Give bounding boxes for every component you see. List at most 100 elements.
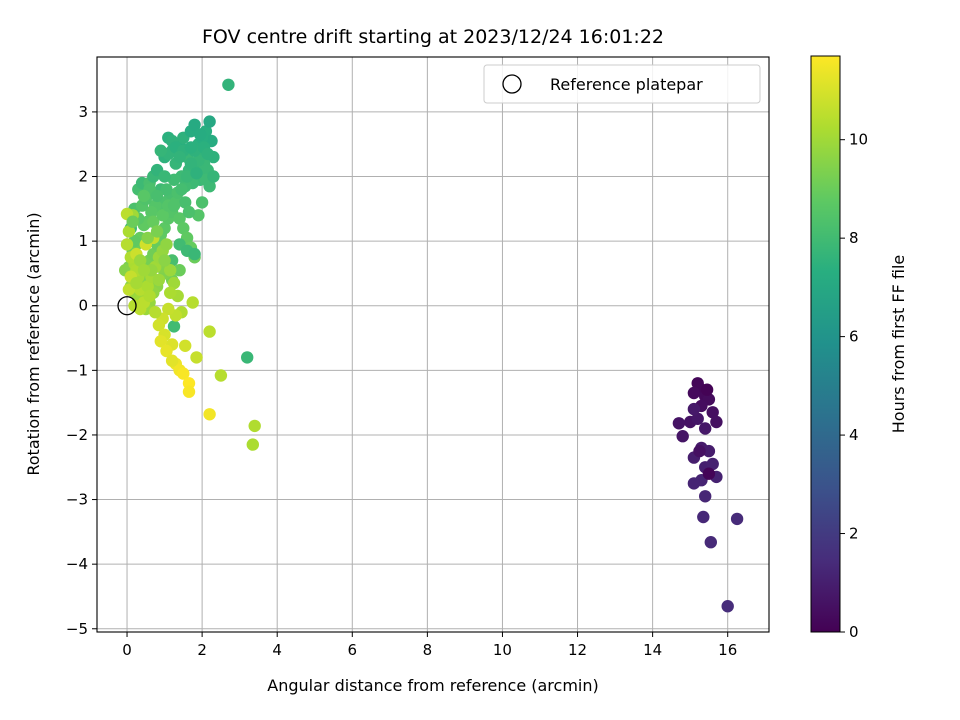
data-point bbox=[179, 196, 192, 209]
data-point bbox=[203, 115, 216, 128]
data-point bbox=[143, 289, 156, 303]
data-point bbox=[691, 412, 704, 425]
colorbar-title: Hours from first FF file bbox=[889, 255, 908, 434]
data-point bbox=[687, 402, 701, 416]
colorbar-tick-label: 8 bbox=[849, 229, 859, 247]
x-axis-ticks: 0 2 4 6 8 10 12 14 16 bbox=[122, 632, 737, 659]
chart-title: FOV centre drift starting at 2023/12/24 … bbox=[202, 26, 664, 48]
data-point bbox=[149, 306, 162, 319]
data-point bbox=[246, 438, 259, 451]
data-point bbox=[130, 276, 143, 290]
y-tick-label: −4 bbox=[66, 555, 88, 573]
data-point bbox=[190, 167, 203, 180]
data-point bbox=[706, 406, 719, 419]
data-point bbox=[167, 199, 181, 212]
data-point bbox=[194, 128, 207, 141]
data-point bbox=[134, 302, 147, 316]
data-point bbox=[173, 212, 186, 225]
data-point bbox=[182, 205, 196, 219]
data-point bbox=[167, 173, 181, 186]
data-point bbox=[177, 222, 190, 235]
legend-marker bbox=[502, 74, 522, 94]
data-point bbox=[248, 419, 261, 433]
data-point bbox=[137, 264, 151, 277]
data-point bbox=[203, 325, 216, 338]
data-point bbox=[699, 422, 712, 435]
data-point bbox=[154, 144, 167, 157]
data-point bbox=[173, 264, 186, 277]
data-point bbox=[214, 369, 228, 382]
colorbar-tick-label: 4 bbox=[849, 426, 859, 444]
data-point bbox=[706, 457, 719, 471]
data-point bbox=[702, 467, 716, 480]
data-point bbox=[687, 386, 701, 400]
y-tick-label: 3 bbox=[78, 103, 88, 121]
data-points bbox=[119, 78, 744, 613]
y-axis-ticks: 3 2 1 0 −1 −2 −3 −4 −5 bbox=[66, 103, 97, 638]
data-point bbox=[164, 264, 177, 277]
reference-platepar-point bbox=[117, 296, 137, 316]
y-tick-label: 1 bbox=[78, 232, 88, 250]
y-tick-label: −1 bbox=[66, 361, 88, 379]
grid-lines bbox=[97, 57, 769, 632]
data-point bbox=[152, 273, 166, 287]
colorbar-tick-label: 2 bbox=[849, 525, 859, 543]
data-point bbox=[158, 170, 171, 183]
data-point bbox=[730, 512, 744, 526]
data-point bbox=[192, 209, 205, 222]
data-point bbox=[180, 170, 194, 183]
colorbar-tick-label: 10 bbox=[849, 131, 868, 149]
data-point bbox=[150, 225, 164, 238]
data-point bbox=[147, 215, 160, 228]
data-point bbox=[184, 157, 198, 170]
data-point bbox=[141, 231, 154, 245]
data-point bbox=[188, 118, 201, 131]
colorbar-ticks: 0 2 4 6 8 10 bbox=[840, 131, 868, 641]
data-point bbox=[154, 335, 167, 348]
x-axis-title: Angular distance from reference (arcmin) bbox=[267, 676, 598, 695]
data-point bbox=[179, 339, 192, 352]
data-point bbox=[120, 238, 134, 251]
data-point bbox=[710, 415, 723, 429]
x-tick-label: 4 bbox=[272, 641, 282, 659]
data-point bbox=[177, 367, 190, 380]
data-point bbox=[173, 150, 186, 164]
data-point bbox=[186, 296, 199, 309]
y-tick-label: 0 bbox=[78, 297, 88, 315]
colorbar-tick-label: 0 bbox=[849, 623, 859, 641]
colorbar-gradient bbox=[810, 55, 841, 633]
legend-box bbox=[483, 64, 761, 104]
x-tick-label: 10 bbox=[493, 641, 512, 659]
data-point bbox=[165, 354, 179, 367]
data-point bbox=[203, 408, 216, 421]
colorbar: 0 2 4 6 8 10 Hours from first FF file bbox=[810, 55, 908, 641]
data-point bbox=[164, 286, 177, 299]
data-point bbox=[241, 351, 254, 364]
data-point bbox=[160, 344, 173, 358]
data-point bbox=[700, 383, 714, 396]
x-tick-label: 6 bbox=[348, 641, 358, 659]
x-tick-label: 2 bbox=[197, 641, 207, 659]
x-tick-label: 12 bbox=[568, 641, 587, 659]
data-point bbox=[150, 189, 164, 203]
data-point bbox=[188, 247, 201, 261]
data-point bbox=[702, 444, 716, 458]
data-point bbox=[152, 318, 166, 332]
x-tick-label: 0 bbox=[122, 641, 132, 659]
data-point bbox=[697, 510, 710, 524]
data-point bbox=[184, 141, 198, 154]
y-tick-label: −2 bbox=[66, 426, 88, 444]
y-tick-label: 2 bbox=[78, 168, 88, 186]
legend: Reference platepar bbox=[483, 64, 761, 104]
x-tick-label: 8 bbox=[423, 641, 433, 659]
colorbar-tick-label: 6 bbox=[849, 328, 859, 346]
data-point bbox=[175, 183, 188, 196]
data-point bbox=[167, 320, 181, 333]
data-point bbox=[134, 254, 147, 267]
data-point bbox=[167, 276, 181, 290]
data-point bbox=[222, 78, 235, 92]
data-point bbox=[160, 183, 173, 196]
data-point bbox=[122, 225, 136, 238]
